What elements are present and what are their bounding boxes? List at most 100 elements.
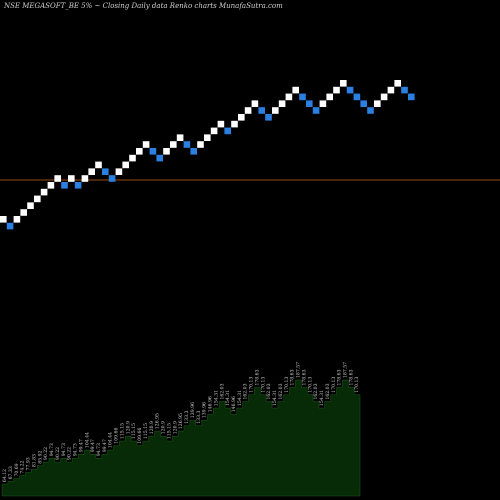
renko-brick-up (95, 161, 102, 169)
renko-brick-down (156, 154, 163, 162)
value-label: 67.33 (8, 466, 14, 479)
renko-brick-up (319, 100, 327, 107)
renko-brick-up (238, 114, 245, 121)
value-label: 115.15 (131, 423, 137, 439)
value-label: 99.47 (102, 439, 108, 452)
renko-brick-up (231, 120, 238, 128)
value-label: 133.3 (184, 411, 190, 424)
value-label: 178.63 (337, 369, 343, 385)
value-label: 170.13 (307, 377, 313, 393)
value-label: 162.03 (219, 383, 225, 399)
renko-brick-down (108, 175, 116, 182)
renko-brick-up (142, 141, 150, 148)
renko-bricks (0, 80, 415, 230)
volume-area (1, 379, 361, 497)
value-label: 170.13 (284, 377, 290, 393)
value-label: 104.44 (108, 432, 114, 448)
renko-brick-up (387, 86, 395, 94)
renko-brick-up (170, 141, 177, 148)
value-label: 178.63 (254, 369, 260, 385)
value-label: 85.92 (37, 450, 43, 463)
value-label: 90.22 (55, 447, 61, 460)
renko-brick-down (258, 107, 265, 114)
renko-brick-down (149, 148, 157, 155)
value-label: 94.73 (73, 443, 79, 456)
value-label: 109.66 (137, 428, 143, 444)
renko-brick-up (68, 175, 75, 182)
renko-brick-up (54, 175, 61, 182)
value-label: 115.15 (166, 423, 172, 439)
renko-brick-down (401, 86, 408, 94)
renko-brick-down (299, 93, 306, 101)
renko-brick-down (74, 182, 82, 189)
value-label: 120.9 (149, 421, 155, 434)
value-label: 74.22 (20, 460, 26, 473)
value-label: 70.69 (14, 463, 20, 476)
renko-brick-up (210, 127, 218, 135)
renko-brick-down (367, 107, 374, 114)
value-label: 94.73 (96, 443, 102, 456)
value-label: 170.13 (331, 377, 337, 393)
renko-brick-down (408, 93, 415, 101)
value-label: 154.31 (225, 390, 231, 406)
renko-brick-up (129, 154, 136, 162)
renko-brick-up (0, 216, 7, 223)
value-label: 178.63 (348, 369, 354, 385)
renko-brick-up (122, 161, 129, 169)
value-label: 126.95 (155, 413, 161, 429)
renko-brick-up (197, 141, 204, 148)
value-label: 90.22 (67, 447, 73, 460)
renko-brick-up (374, 100, 381, 107)
renko-brick-up (217, 120, 225, 128)
renko-brick-down (6, 222, 14, 230)
renko-brick-up (326, 93, 333, 101)
value-label: 94.73 (49, 443, 55, 456)
value-label: 146.96 (231, 396, 237, 412)
renko-brick-up (163, 148, 170, 155)
renko-brick-up (88, 168, 95, 175)
value-label: 81.83 (31, 454, 37, 467)
renko-brick-down (312, 107, 320, 114)
value-label: 104.44 (84, 432, 90, 448)
renko-brick-up (27, 202, 34, 209)
renko-brick-up (136, 148, 143, 155)
renko-brick-up (47, 182, 55, 189)
value-label: 154.31 (237, 390, 243, 406)
renko-brick-down (360, 100, 367, 107)
value-label: 139.96 (190, 402, 196, 418)
renko-brick-down (346, 86, 354, 94)
value-label: 162.03 (266, 383, 272, 399)
chart-title: NSE MEGASOFT_BE 5% ~ Closing Daily data … (3, 2, 283, 10)
renko-brick-up (251, 100, 259, 107)
value-label: 178.63 (301, 369, 307, 385)
value-label: 115.15 (119, 423, 125, 439)
renko-brick-down (306, 100, 313, 107)
renko-brick-up (292, 86, 299, 94)
value-label: 99.47 (90, 439, 96, 452)
value-label: 146.96 (208, 396, 214, 412)
value-label: 170.13 (260, 377, 266, 393)
renko-brick-down (353, 93, 361, 101)
value-label: 109.66 (114, 428, 120, 444)
renko-brick-up (333, 86, 340, 94)
value-label: 120.9 (172, 421, 178, 434)
renko-brick-down (224, 127, 231, 135)
renko-brick-down (61, 182, 68, 189)
renko-brick-up (394, 80, 401, 87)
renko-brick-up (34, 195, 41, 203)
renko-brick-up (20, 209, 27, 216)
renko-brick-up (204, 134, 211, 141)
value-label: 94.73 (61, 443, 67, 456)
renko-brick-up (285, 93, 293, 101)
value-labels: 64.12 67.33 70.69 74.22 77.93 81.83 85.92 90.22… (2, 362, 360, 482)
value-label: 154.31 (319, 390, 325, 406)
renko-brick-down (265, 114, 272, 121)
value-label: 162.03 (278, 383, 284, 399)
value-label: 120.9 (125, 421, 131, 434)
value-label: 170.13 (354, 377, 360, 393)
value-label: 90.22 (43, 447, 49, 460)
renko-brick-up (272, 107, 279, 114)
value-label: 133.3 (196, 411, 202, 424)
renko-brick-down (183, 141, 191, 148)
